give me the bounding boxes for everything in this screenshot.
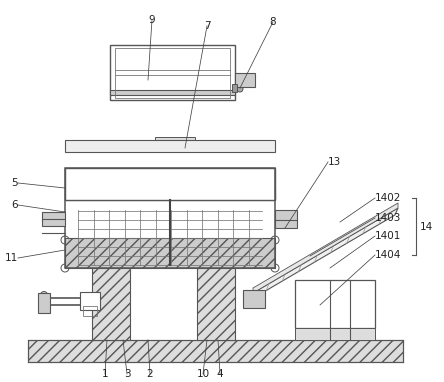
Text: 9: 9	[149, 15, 155, 25]
Text: 1404: 1404	[375, 250, 401, 260]
Bar	[197, 262, 235, 340]
Bar	[232, 84, 237, 92]
Text: 1: 1	[102, 369, 108, 379]
Text: 13: 13	[328, 157, 341, 167]
Bar	[275, 210, 297, 228]
Text: 11: 11	[5, 253, 18, 263]
Bar	[92, 262, 130, 340]
Bar	[235, 73, 255, 87]
Text: 7: 7	[204, 21, 210, 31]
Polygon shape	[253, 203, 398, 293]
Text: 1401: 1401	[375, 231, 401, 241]
Bar	[65, 140, 275, 152]
Text: 1402: 1402	[375, 193, 401, 203]
Bar	[295, 280, 375, 328]
Circle shape	[40, 291, 48, 298]
Bar	[65, 238, 275, 268]
Bar	[83, 306, 97, 316]
Text: 6: 6	[12, 200, 18, 210]
Bar	[295, 328, 375, 340]
Polygon shape	[155, 137, 195, 143]
Text: 2: 2	[147, 369, 153, 379]
Text: 14: 14	[420, 222, 433, 231]
Text: 8: 8	[270, 17, 276, 27]
Circle shape	[237, 86, 243, 92]
Polygon shape	[115, 143, 230, 150]
Text: 1403: 1403	[375, 213, 401, 223]
Bar	[65, 190, 275, 200]
Bar	[110, 90, 235, 95]
Bar	[115, 48, 230, 98]
Bar	[28, 340, 403, 362]
Text: 4: 4	[217, 369, 223, 379]
Bar	[42, 212, 65, 226]
Bar	[65, 168, 275, 268]
Bar	[65, 168, 275, 200]
Text: 5: 5	[12, 178, 18, 188]
Bar	[110, 45, 235, 100]
Bar	[243, 290, 265, 308]
Text: 10: 10	[196, 369, 210, 379]
Text: 3: 3	[124, 369, 130, 379]
Bar	[38, 293, 50, 313]
Bar	[80, 292, 100, 310]
Polygon shape	[250, 208, 398, 300]
